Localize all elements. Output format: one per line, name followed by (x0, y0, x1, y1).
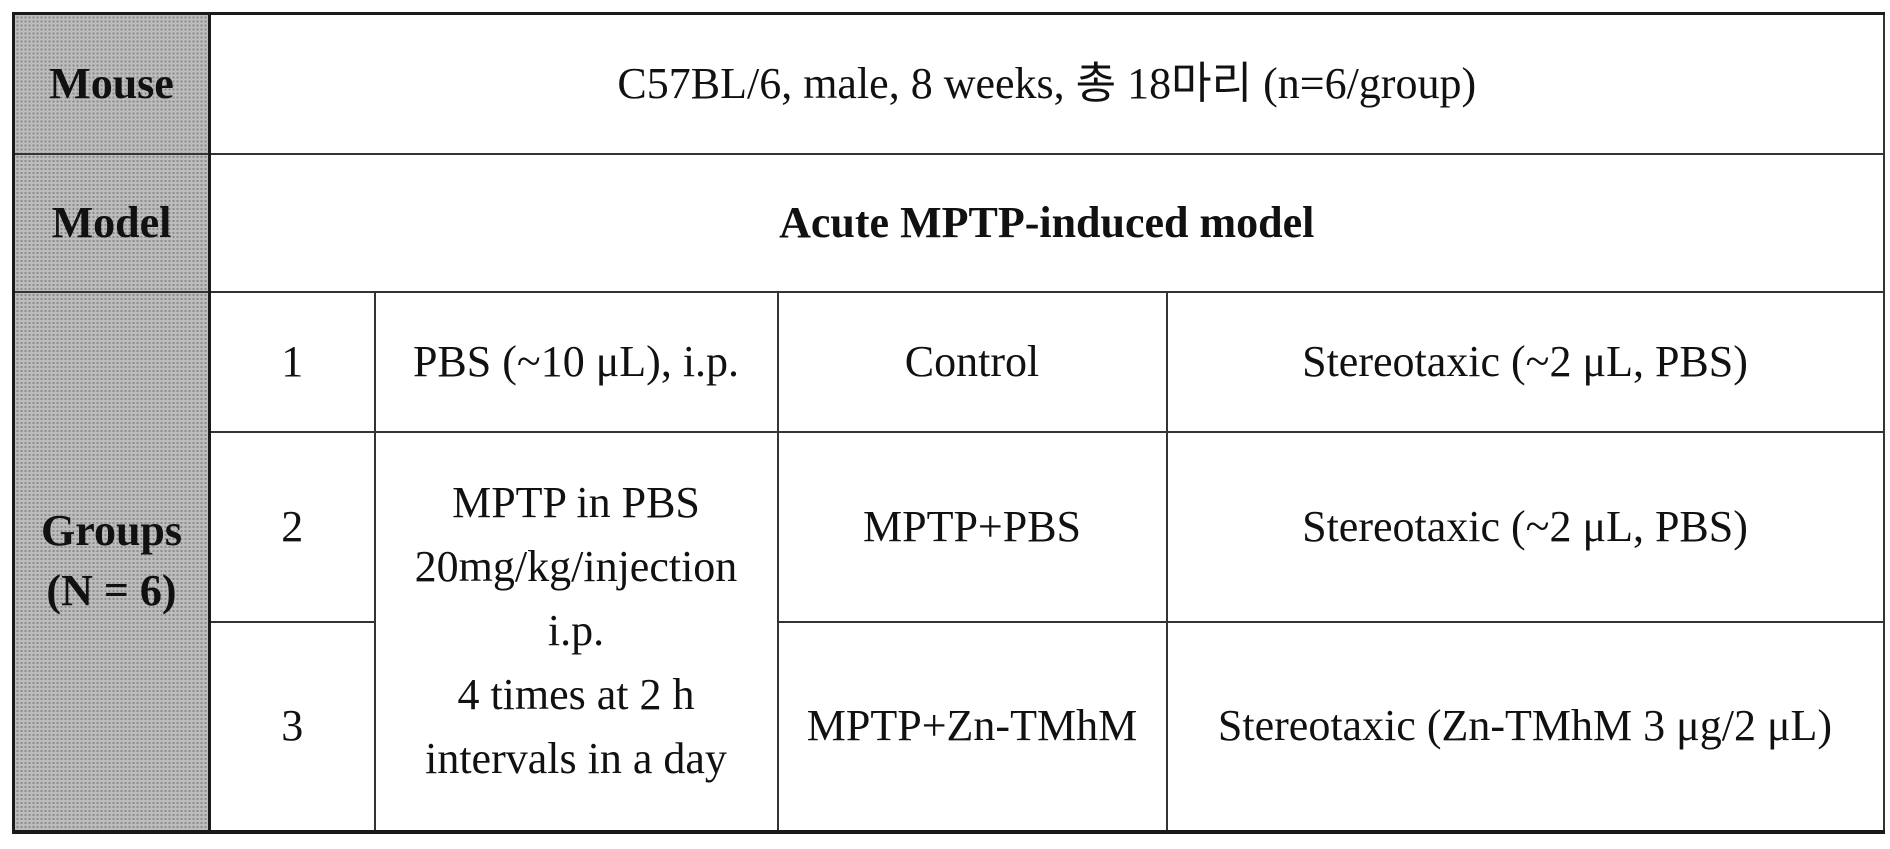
mouse-row: Mouse C57BL/6, male, 8 weeks, 총 18마리 (n=… (14, 14, 1884, 154)
group-number: 1 (210, 292, 375, 432)
group-row-3: 3 MPTP+Zn-TMhM Stereotaxic (Zn-TMhM 3 μg… (14, 622, 1884, 832)
group-injection: Stereotaxic (~2 μL, PBS) (1167, 292, 1884, 432)
group-row-1: Groups (N = 6) 1 PBS (~10 μL), i.p. Cont… (14, 292, 1884, 432)
mptp-treatment-line: intervals in a day (382, 727, 771, 791)
group-row-2: 2 MPTP in PBS 20mg/kg/injection i.p. 4 t… (14, 432, 1884, 622)
group-condition: MPTP+Zn-TMhM (778, 622, 1167, 832)
groups-header-line-1: Groups (21, 501, 202, 561)
model-description: Acute MPTP-induced model (210, 154, 1884, 292)
group-condition: Control (778, 292, 1167, 432)
group-treatment: PBS (~10 μL), i.p. (375, 292, 778, 432)
group-injection: Stereotaxic (~2 μL, PBS) (1167, 432, 1884, 622)
group-number: 3 (210, 622, 375, 832)
groups-header-line-2: (N = 6) (21, 561, 202, 621)
mptp-treatment-line: i.p. (382, 599, 771, 663)
group-condition: MPTP+PBS (778, 432, 1167, 622)
mptp-treatment-line: 20mg/kg/injection (382, 535, 771, 599)
group-number: 2 (210, 432, 375, 622)
model-row: Model Acute MPTP-induced model (14, 154, 1884, 292)
experiment-design-table: Mouse C57BL/6, male, 8 weeks, 총 18마리 (n=… (12, 12, 1885, 834)
mouse-description: C57BL/6, male, 8 weeks, 총 18마리 (n=6/grou… (210, 14, 1884, 154)
mouse-header: Mouse (14, 14, 210, 154)
group-injection: Stereotaxic (Zn-TMhM 3 μg/2 μL) (1167, 622, 1884, 832)
mptp-treatment-line: 4 times at 2 h (382, 663, 771, 727)
model-header: Model (14, 154, 210, 292)
mptp-treatment: MPTP in PBS 20mg/kg/injection i.p. 4 tim… (375, 432, 778, 832)
groups-header: Groups (N = 6) (14, 292, 210, 832)
mptp-treatment-line: MPTP in PBS (382, 471, 771, 535)
